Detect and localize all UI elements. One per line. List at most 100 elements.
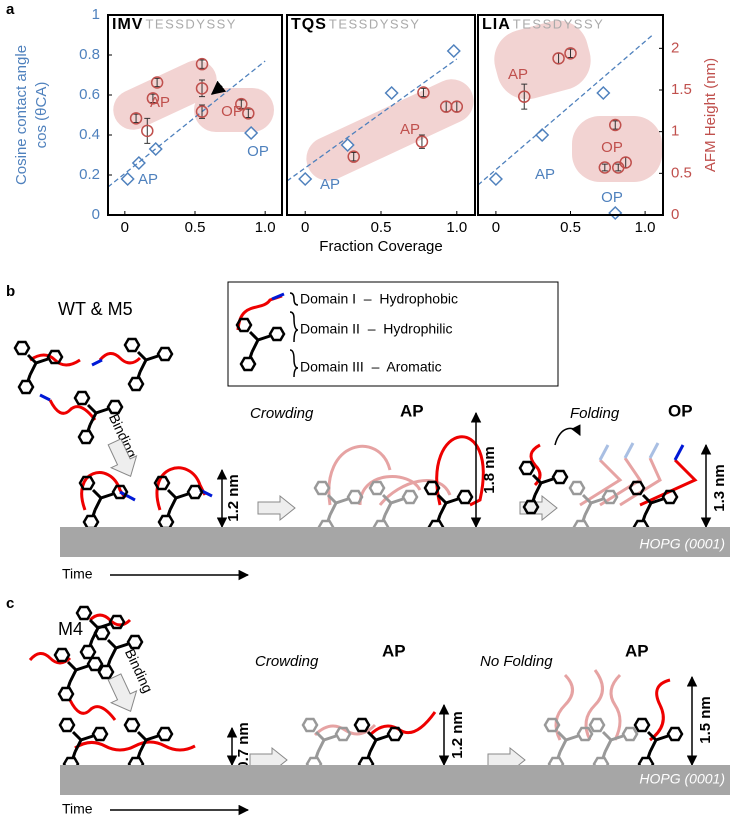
- data-point: [609, 118, 622, 132]
- x-axis-label: Fraction Coverage: [319, 238, 442, 255]
- error-bar: [199, 59, 206, 69]
- legend-braces: [289, 292, 299, 378]
- free-peptide-tip: [39, 358, 103, 402]
- op-aromatic: [630, 482, 677, 533]
- error-bar: [133, 113, 140, 123]
- substrate: [60, 527, 730, 557]
- y-axis-label: Cosine contact angle: [13, 45, 30, 185]
- y2-tick-label: 1.5: [671, 81, 692, 98]
- crowded-aromatic: [370, 482, 417, 533]
- y2-tick-label: 2: [671, 39, 679, 56]
- error-bar: [418, 134, 425, 149]
- x-tick-label: 0: [121, 219, 129, 236]
- data-point: [450, 100, 464, 113]
- height-label: 1.2 nm: [449, 711, 466, 759]
- x-tick-label: 0.5: [185, 219, 206, 236]
- trend-line: [107, 60, 266, 188]
- op-region: [572, 116, 662, 182]
- error-bar: [238, 99, 245, 109]
- op-peptide: [639, 458, 698, 507]
- error-bar: [601, 163, 608, 172]
- trend-line: [286, 58, 458, 182]
- y-tick-label: 1: [92, 6, 100, 23]
- free-aromatic: [125, 339, 172, 390]
- legend-entry: Domain I – Hydrophobic: [300, 291, 458, 307]
- error-bar: [420, 87, 427, 98]
- panel-label: b: [6, 283, 15, 300]
- annotation: AP: [138, 171, 158, 188]
- step-label: Crowding: [255, 653, 319, 670]
- op-peptides: [579, 457, 662, 507]
- free-peptide: [29, 352, 142, 421]
- data-point: [129, 112, 143, 125]
- data-point: [340, 137, 355, 153]
- state-label: OP: [668, 401, 693, 420]
- op-tip: [673, 444, 685, 461]
- bound-aromatic: [155, 477, 202, 528]
- y2-tick-label: 0.5: [671, 164, 692, 181]
- ap-aromatic: [635, 719, 682, 770]
- y2-tick-label: 1: [671, 123, 679, 140]
- data-point: [619, 156, 632, 169]
- chart-subtitle: TESSDYSSY: [329, 16, 421, 31]
- crowded-aromatic: [315, 482, 362, 533]
- data-point: [150, 76, 164, 89]
- annotation: AP: [400, 121, 420, 138]
- annotation: OP: [601, 189, 623, 206]
- ap-peptide: [435, 435, 485, 507]
- step-arrow: [107, 673, 138, 713]
- sample-label: WT & M5: [58, 299, 133, 319]
- bound-aromatic: [80, 477, 127, 528]
- panel-c: M4 Binding 0.7 nm Crowding AP 1.2 nm No …: [28, 607, 730, 817]
- bound-peptide: [155, 466, 207, 511]
- data-point: [244, 125, 259, 141]
- data-point: [131, 155, 146, 171]
- substrate-label: HOPG (0001): [639, 536, 725, 552]
- pointer-arrow: [210, 80, 227, 95]
- x-tick-label: 0.5: [560, 219, 581, 236]
- data-point: [120, 171, 135, 187]
- sample-label: M4: [58, 619, 83, 639]
- y-tick-label: 0: [92, 206, 100, 223]
- data-point: [347, 150, 360, 163]
- y-tick-label: 0.4: [79, 126, 100, 143]
- state-label: AP: [400, 401, 424, 420]
- ap-region: [113, 60, 217, 130]
- op-aromatic: [570, 482, 617, 533]
- error-bar: [612, 120, 619, 130]
- y2-tick-label: 0: [671, 206, 679, 223]
- panel-label: c: [6, 595, 14, 612]
- step-label: Folding: [570, 405, 620, 422]
- annotation: AP: [508, 66, 528, 83]
- trend-line: [477, 34, 653, 186]
- data-point: [535, 127, 550, 143]
- data-point: [417, 86, 430, 99]
- chart-title: LIA: [482, 16, 511, 33]
- ap-aromatic: [590, 719, 637, 770]
- op-region: [194, 88, 274, 132]
- error-bar: [350, 152, 357, 162]
- error-bar: [144, 117, 151, 144]
- chart-subtitle: TESSDYSSY: [145, 16, 237, 31]
- x-tick-label: 1.0: [635, 219, 656, 236]
- data-point: [564, 47, 577, 60]
- error-bar: [521, 83, 528, 110]
- height-label: 1.3 nm: [711, 464, 728, 512]
- step-arrow: [107, 438, 138, 478]
- error-bar: [199, 104, 206, 119]
- y-tick-label: 0.8: [79, 46, 100, 63]
- y-tick-label: 0.2: [79, 166, 100, 183]
- data-point: [195, 82, 209, 95]
- free-aromatic: [15, 342, 62, 393]
- data-point: [596, 85, 611, 101]
- height-label: 0.7 nm: [235, 722, 252, 770]
- annotation: AP: [535, 166, 555, 183]
- error-bar: [567, 48, 574, 58]
- ap-region: [494, 20, 591, 100]
- annotation: AP: [320, 176, 340, 193]
- x-tick-label: 0: [492, 219, 500, 236]
- data-point: [446, 43, 461, 59]
- data-point: [235, 97, 248, 111]
- legend-entry: Domain II – Hydrophilic: [300, 321, 453, 337]
- step-arrow: [257, 494, 296, 522]
